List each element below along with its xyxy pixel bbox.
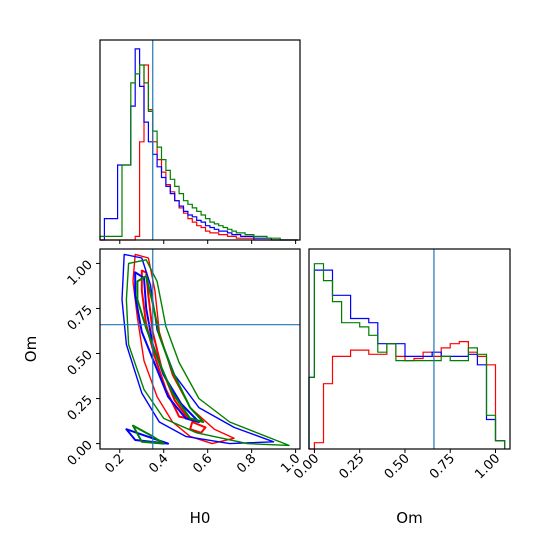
om-x-tick-label: 0.75: [427, 451, 458, 482]
contour-blue-inner: [134, 271, 200, 423]
om-histogram-frame: [308, 248, 511, 450]
h0-om-contour-frame: [99, 248, 301, 450]
contour-red-inner: [189, 421, 207, 434]
h0-axis-label: H0: [190, 509, 211, 527]
h0-histogram-frame: [99, 39, 301, 241]
om-x-tick-label: 0.50: [382, 451, 413, 482]
om-y-tick-label: 0.50: [65, 348, 96, 379]
om-x-tick-label: 0.25: [336, 451, 367, 482]
contour-green-inner: [132, 424, 165, 445]
h0-x-tick-label: 0.2: [102, 451, 127, 476]
om-histograms: [308, 263, 506, 450]
contour-red-outer: [132, 253, 235, 445]
h0-histogram-green: [99, 64, 298, 241]
h0-x-axis-ticks: 0.2 0.4 0.6 0.8 1.0: [102, 449, 303, 476]
h0-histogram-panel: [99, 39, 301, 244]
h0-om-contour-panel: 0.2 0.4 0.6 0.8 1.0 0.000.250.500.751.00: [65, 248, 303, 476]
om-y-tick-label: 0.00: [65, 438, 96, 469]
h0-histogram-blue: [100, 48, 298, 241]
om-y-tick-label: 1.00: [65, 258, 96, 289]
om-axis-label: Om: [396, 509, 422, 527]
om-histogram-red: [309, 341, 506, 450]
om-y-axis-label: Om: [22, 336, 40, 362]
om-y-tick-label: 0.25: [65, 393, 96, 424]
om-x-tick-label: 1.00: [472, 451, 503, 482]
om-histogram-green: [308, 263, 506, 449]
h0-histogram-red: [100, 64, 298, 241]
h0-om-contours: [121, 253, 290, 447]
om-y-tick-label: 0.75: [65, 303, 96, 334]
om-x-axis-ticks: 0.00 0.25 0.50 0.75 1.00: [291, 449, 503, 482]
contour-green-outer: [125, 259, 290, 447]
h0-x-tick-label: 0.6: [190, 451, 215, 476]
h0-x-tick-label: 0.4: [146, 451, 171, 476]
om-histogram-panel: 0.00 0.25 0.50 0.75 1.00: [291, 248, 511, 482]
om-y-axis-ticks: 0.00 0.25 0.50 0.75 1.00: [65, 258, 100, 469]
om-histogram-blue: [308, 269, 506, 449]
h0-histograms: [99, 48, 298, 241]
h0-histogram-ticks: [119, 240, 297, 244]
h0-x-tick-label: 0.8: [234, 451, 259, 476]
